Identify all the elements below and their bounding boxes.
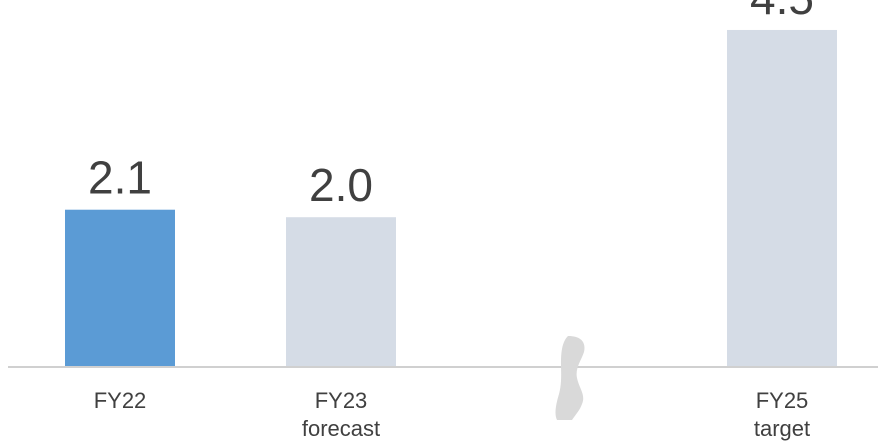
bar-fy22 (65, 209, 175, 367)
category-label-line: target (754, 416, 810, 441)
category-label-fy22: FY22 (94, 388, 147, 413)
value-labels-group: 2.1 2.0 4.5 (88, 0, 814, 211)
category-label-line: FY25 (756, 388, 809, 413)
category-label-line: FY22 (94, 388, 147, 413)
category-labels-group: FY22 FY23 forecast FY25 target (94, 388, 810, 441)
bar-fy25 (727, 29, 837, 368)
category-label-line: FY23 (315, 388, 368, 413)
value-label-fy23: 2.0 (309, 159, 373, 211)
bars-group (65, 29, 837, 368)
bar-fy23 (286, 217, 396, 367)
value-label-fy25: 4.5 (750, 0, 814, 24)
category-label-line: forecast (302, 416, 380, 441)
category-label-fy25: FY25 target (754, 388, 810, 441)
value-label-fy22: 2.1 (88, 152, 152, 204)
category-label-fy23: FY23 forecast (302, 388, 380, 441)
axis-break-icon (555, 336, 585, 420)
